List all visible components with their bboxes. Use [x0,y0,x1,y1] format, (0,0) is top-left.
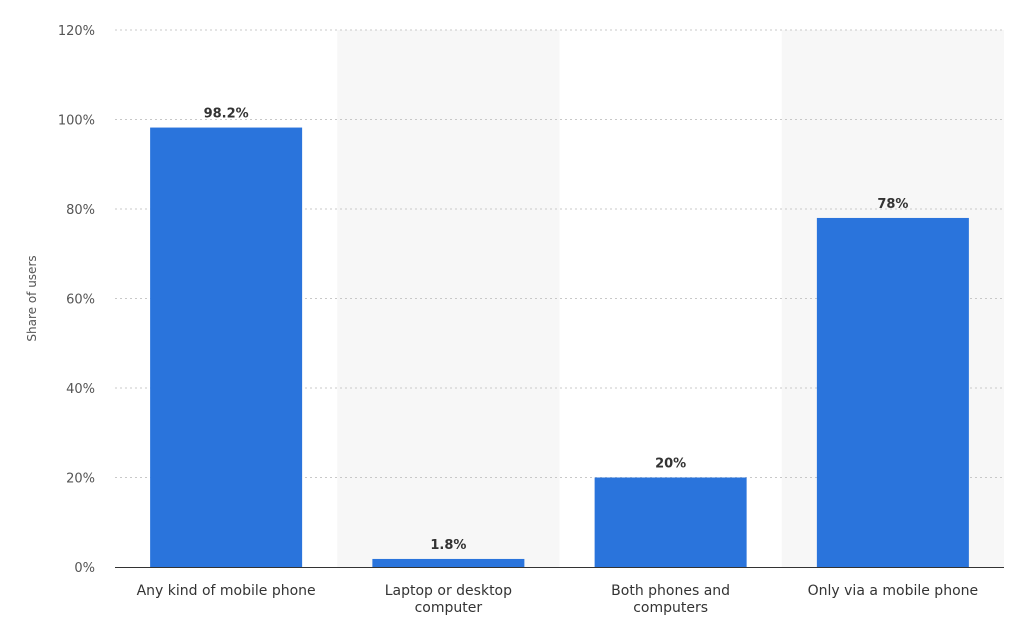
data-label: 98.2% [204,107,249,122]
y-tick-label: 80% [66,203,95,218]
y-tick-label: 60% [66,293,95,308]
y-tick-label: 40% [66,382,95,397]
bar [372,558,525,567]
y-axis-title: Share of users [25,255,39,341]
bars [150,127,969,568]
bar [594,477,747,567]
category-band [337,30,560,567]
data-label: 1.8% [430,538,466,553]
y-tick-label: 0% [74,561,95,576]
y-axis-ticks: 0% 20% 40% 60% 80% 100% 120% [58,24,95,576]
x-tick-label: Laptop or desktop computer [385,583,512,616]
y-tick-label: 120% [58,24,95,39]
data-label: 78% [877,197,908,212]
bar [150,127,303,568]
y-tick-label: 100% [58,114,95,129]
data-labels: 98.2% 1.8% 20% 78% [204,107,909,553]
bar [816,217,969,567]
y-tick-label: 20% [66,472,95,487]
x-axis-labels: Any kind of mobile phone Laptop or deskto… [137,583,979,616]
data-label: 20% [655,457,686,472]
x-tick-label: Only via a mobile phone [808,583,979,599]
x-tick-label: Any kind of mobile phone [137,583,316,599]
x-tick-label: Both phones and computers [611,583,730,616]
